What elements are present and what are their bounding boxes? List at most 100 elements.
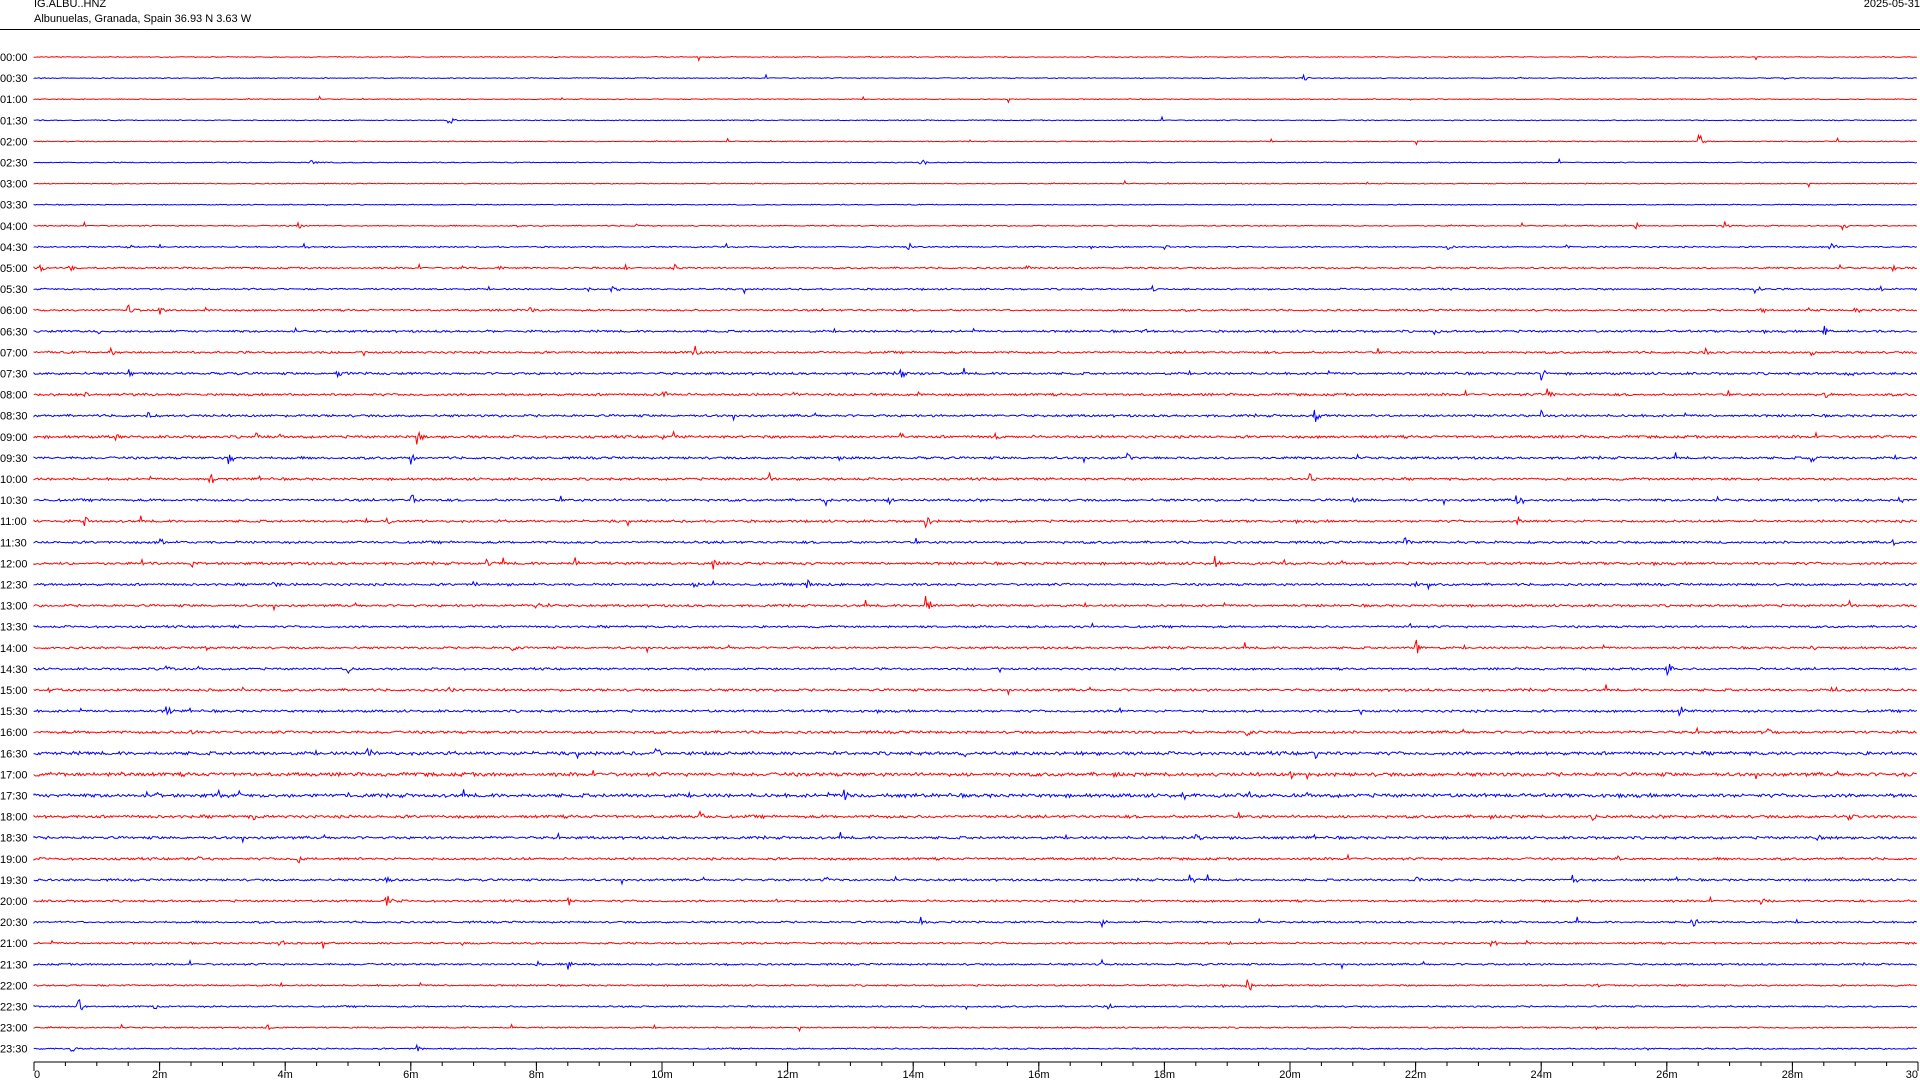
row-time-label: 14:30: [0, 664, 28, 676]
trace-01:30: [33, 115, 1917, 124]
trace-18:00: [33, 810, 1917, 822]
station-code: IG.ALBU..HNZ: [34, 0, 107, 10]
trace-19:00: [33, 853, 1917, 864]
trace-06:30: [33, 325, 1917, 336]
row-time-label: 07:00: [0, 347, 28, 359]
row-time-label: 04:30: [0, 242, 28, 254]
trace-02:30: [33, 157, 1918, 166]
row-time-label: 08:00: [0, 390, 28, 402]
trace-17:00: [33, 770, 1917, 781]
x-tick-label: 8m: [529, 1069, 544, 1080]
row-time-label: 17:00: [0, 769, 28, 781]
trace-21:30: [33, 958, 1917, 971]
row-time-label: 05:00: [0, 263, 28, 275]
trace-13:30: [33, 622, 1918, 629]
row-time-label: 13:30: [0, 622, 28, 634]
row-time-label: 16:00: [0, 727, 28, 739]
trace-12:00: [33, 556, 1917, 570]
trace-04:00: [33, 220, 1917, 231]
x-tick-label: 2m: [152, 1069, 167, 1080]
trace-08:00: [33, 388, 1917, 398]
row-time-label: 15:30: [0, 706, 28, 718]
row-time-label: 14:00: [0, 643, 28, 655]
trace-21:00: [33, 939, 1917, 949]
x-tick-label: 18m: [1154, 1069, 1175, 1080]
x-tick-label: 10m: [651, 1069, 672, 1080]
trace-11:30: [33, 537, 1917, 547]
row-time-label: 09:30: [0, 453, 28, 465]
row-time-label: 06:30: [0, 326, 28, 338]
trace-23:00: [33, 1023, 1917, 1033]
x-tick-label: 0: [34, 1069, 40, 1080]
x-tick-label: 24m: [1530, 1069, 1551, 1080]
row-time-label: 10:00: [0, 474, 28, 486]
row-time-label: 23:30: [0, 1044, 28, 1056]
trace-10:30: [33, 494, 1917, 507]
row-time-label: 23:00: [0, 1023, 28, 1035]
row-time-label: 01:30: [0, 115, 28, 127]
trace-07:00: [33, 345, 1918, 357]
row-time-label: 18:00: [0, 812, 28, 824]
trace-22:30: [33, 998, 1918, 1011]
row-time-label: 19:00: [0, 854, 28, 866]
x-tick-label: 6m: [403, 1069, 418, 1080]
row-time-label: 17:30: [0, 791, 28, 803]
row-time-label: 22:00: [0, 980, 28, 992]
trace-22:00: [33, 979, 1918, 991]
trace-09:00: [33, 430, 1917, 445]
trace-05:00: [33, 262, 1917, 273]
row-time-label: 12:00: [0, 558, 28, 570]
row-time-label: 06:00: [0, 305, 28, 317]
trace-13:00: [33, 595, 1917, 612]
trace-23:30: [33, 1043, 1917, 1052]
trace-00:30: [33, 73, 1917, 81]
x-tick-label: 4m: [278, 1069, 293, 1080]
trace-16:00: [33, 726, 1917, 737]
x-tick-label: 26m: [1656, 1069, 1677, 1080]
trace-20:30: [33, 916, 1917, 929]
trace-01:00: [33, 95, 1917, 104]
trace-02:00: [33, 133, 1917, 146]
trace-03:00: [33, 179, 1917, 189]
row-time-label: 00:30: [0, 73, 28, 85]
row-time-label: 20:00: [0, 896, 28, 908]
x-tick-label: 22m: [1405, 1069, 1426, 1080]
trace-07:30: [33, 367, 1918, 381]
x-tick-label: 12m: [777, 1069, 798, 1080]
row-time-label: 15:00: [0, 685, 28, 697]
trace-15:00: [33, 684, 1917, 697]
row-time-label: 05:30: [0, 284, 28, 296]
row-time-label: 02:00: [0, 136, 28, 148]
header-divider: [0, 29, 1920, 30]
row-time-label: 10:30: [0, 495, 28, 507]
trace-08:30: [33, 409, 1917, 422]
row-time-label: 21:00: [0, 938, 28, 950]
trace-11:00: [33, 515, 1918, 529]
trace-12:30: [33, 579, 1918, 591]
row-time-label: 01:00: [0, 94, 28, 106]
trace-05:30: [33, 284, 1918, 295]
row-time-label: 04:00: [0, 221, 28, 233]
x-tick-label: 28m: [1782, 1069, 1803, 1080]
row-time-label: 16:30: [0, 748, 28, 760]
trace-09:30: [33, 452, 1918, 465]
row-time-label: 13:00: [0, 601, 28, 613]
trace-18:30: [33, 831, 1917, 844]
x-tick-label: 20m: [1279, 1069, 1300, 1080]
row-time-label: 07:30: [0, 369, 28, 381]
row-time-label: 12:30: [0, 580, 28, 592]
row-time-label: 11:00: [0, 516, 27, 528]
plot-date: 2025-05-31: [1863, 0, 1920, 10]
row-time-label: 18:30: [0, 833, 28, 845]
row-time-label: 19:30: [0, 875, 28, 887]
x-tick-label: 14m: [902, 1069, 923, 1080]
trace-15:30: [33, 706, 1918, 717]
row-time-label: 22:30: [0, 1002, 28, 1014]
trace-14:30: [33, 663, 1917, 677]
row-time-label: 00:00: [0, 52, 28, 64]
row-time-label: 21:30: [0, 959, 28, 971]
trace-10:00: [33, 471, 1918, 484]
station-location: Albunuelas, Granada, Spain 36.93 N 3.63 …: [34, 13, 252, 25]
row-time-label: 03:00: [0, 179, 28, 191]
